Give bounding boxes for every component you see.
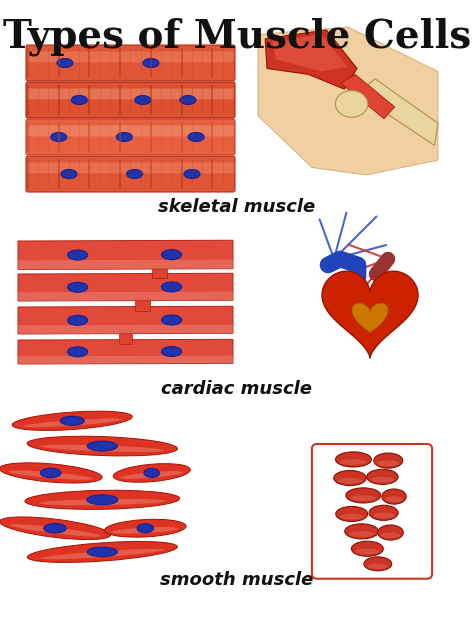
Text: smooth muscle: smooth muscle xyxy=(160,571,314,589)
Polygon shape xyxy=(119,329,132,344)
Polygon shape xyxy=(18,292,233,301)
FancyBboxPatch shape xyxy=(27,89,234,99)
FancyBboxPatch shape xyxy=(27,51,234,62)
Polygon shape xyxy=(273,34,348,71)
Ellipse shape xyxy=(112,527,179,534)
FancyBboxPatch shape xyxy=(26,45,235,81)
Ellipse shape xyxy=(378,525,403,540)
Ellipse shape xyxy=(371,477,394,482)
Ellipse shape xyxy=(351,541,383,556)
Ellipse shape xyxy=(51,132,67,141)
Ellipse shape xyxy=(27,541,177,562)
Ellipse shape xyxy=(162,282,182,292)
Ellipse shape xyxy=(12,411,132,431)
Ellipse shape xyxy=(381,532,400,538)
Polygon shape xyxy=(341,74,395,119)
FancyBboxPatch shape xyxy=(26,82,235,118)
Ellipse shape xyxy=(162,346,182,356)
Ellipse shape xyxy=(9,524,100,537)
Ellipse shape xyxy=(336,91,368,118)
Ellipse shape xyxy=(87,441,118,451)
Ellipse shape xyxy=(373,512,394,518)
Ellipse shape xyxy=(346,488,381,503)
Text: Types of Muscle Cells: Types of Muscle Cells xyxy=(3,17,471,56)
Ellipse shape xyxy=(25,490,180,509)
Polygon shape xyxy=(153,265,167,278)
Ellipse shape xyxy=(87,495,118,505)
Ellipse shape xyxy=(162,250,182,260)
Ellipse shape xyxy=(144,468,159,478)
Polygon shape xyxy=(18,324,233,334)
Polygon shape xyxy=(357,79,438,146)
Polygon shape xyxy=(265,30,357,89)
Ellipse shape xyxy=(336,506,368,521)
Ellipse shape xyxy=(41,444,164,452)
Ellipse shape xyxy=(127,169,143,179)
Ellipse shape xyxy=(188,132,204,141)
Ellipse shape xyxy=(350,495,376,501)
Ellipse shape xyxy=(184,169,200,179)
Ellipse shape xyxy=(23,419,121,428)
Polygon shape xyxy=(258,27,438,175)
Polygon shape xyxy=(18,306,233,334)
Ellipse shape xyxy=(116,132,132,141)
Ellipse shape xyxy=(374,453,403,468)
Ellipse shape xyxy=(60,416,84,426)
Ellipse shape xyxy=(120,471,183,479)
Ellipse shape xyxy=(137,524,154,532)
Polygon shape xyxy=(322,271,418,358)
Ellipse shape xyxy=(336,452,372,467)
Ellipse shape xyxy=(61,169,77,179)
Ellipse shape xyxy=(39,499,166,505)
Ellipse shape xyxy=(385,496,403,502)
Text: cardiac muscle: cardiac muscle xyxy=(162,380,312,398)
Polygon shape xyxy=(18,356,233,364)
Ellipse shape xyxy=(340,514,364,519)
FancyBboxPatch shape xyxy=(27,126,234,136)
Ellipse shape xyxy=(382,489,406,504)
Ellipse shape xyxy=(334,471,366,486)
FancyBboxPatch shape xyxy=(26,119,235,155)
Ellipse shape xyxy=(180,96,196,104)
Ellipse shape xyxy=(143,59,159,68)
Ellipse shape xyxy=(367,564,388,569)
Ellipse shape xyxy=(367,469,398,484)
Ellipse shape xyxy=(87,548,118,557)
Ellipse shape xyxy=(27,436,177,456)
Ellipse shape xyxy=(345,524,378,539)
Ellipse shape xyxy=(9,471,93,480)
Polygon shape xyxy=(18,240,233,269)
Ellipse shape xyxy=(340,459,367,465)
Ellipse shape xyxy=(338,478,362,484)
Ellipse shape xyxy=(0,463,102,483)
Polygon shape xyxy=(352,303,388,332)
Ellipse shape xyxy=(369,505,398,521)
FancyBboxPatch shape xyxy=(26,156,235,192)
Ellipse shape xyxy=(349,531,374,537)
Ellipse shape xyxy=(377,461,399,466)
Ellipse shape xyxy=(364,557,392,571)
Polygon shape xyxy=(18,259,233,269)
Ellipse shape xyxy=(113,464,190,482)
Ellipse shape xyxy=(68,282,88,292)
Ellipse shape xyxy=(135,96,151,104)
Polygon shape xyxy=(18,339,233,364)
Ellipse shape xyxy=(68,315,88,325)
Polygon shape xyxy=(135,297,150,311)
Ellipse shape xyxy=(104,519,186,537)
Polygon shape xyxy=(18,273,233,301)
Ellipse shape xyxy=(162,315,182,325)
Ellipse shape xyxy=(40,468,61,478)
Ellipse shape xyxy=(68,250,88,260)
Ellipse shape xyxy=(71,96,87,104)
Ellipse shape xyxy=(57,59,73,68)
Text: skeletal muscle: skeletal muscle xyxy=(158,198,316,216)
Ellipse shape xyxy=(68,347,88,357)
Ellipse shape xyxy=(356,549,379,554)
Ellipse shape xyxy=(44,524,66,533)
Ellipse shape xyxy=(0,517,110,539)
Ellipse shape xyxy=(41,549,164,559)
FancyBboxPatch shape xyxy=(27,162,234,173)
